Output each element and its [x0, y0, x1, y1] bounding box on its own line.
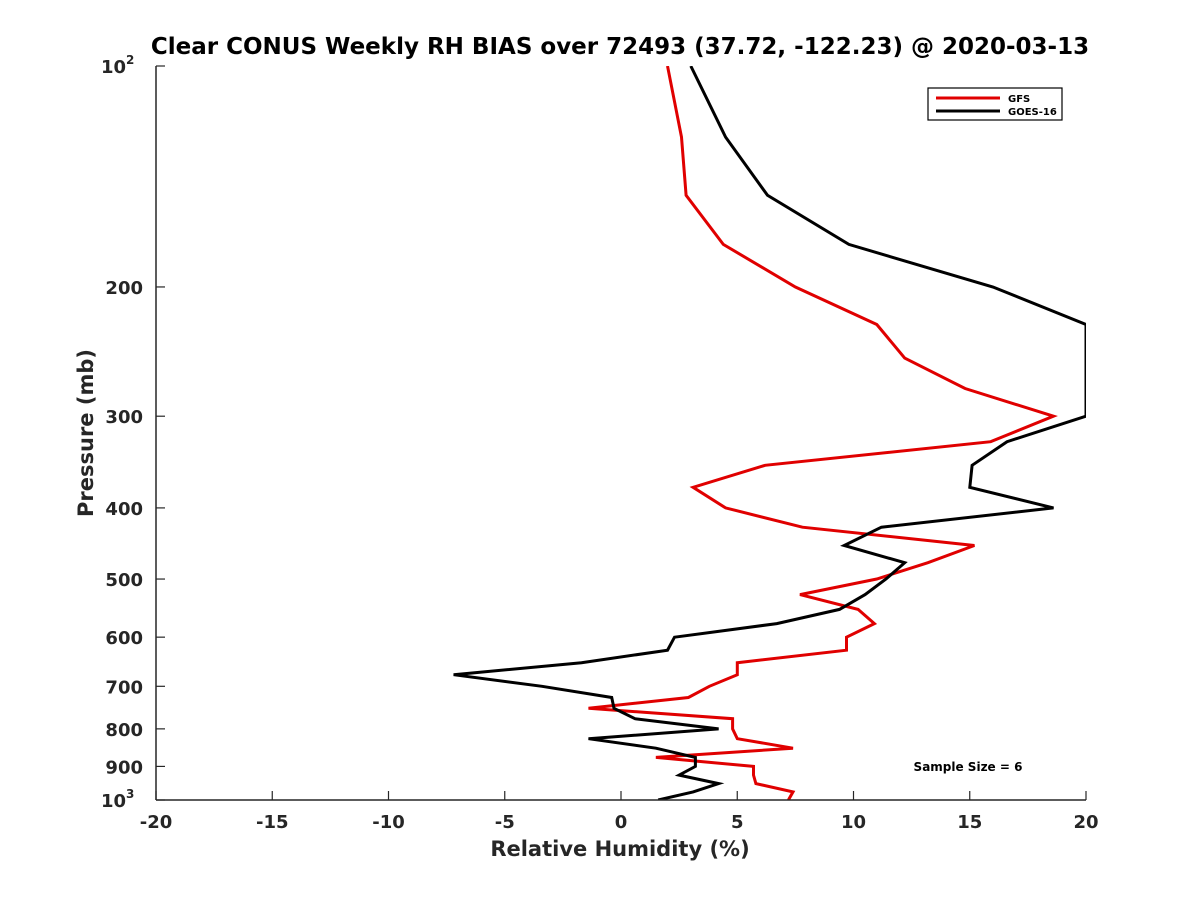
y-tick-label: 10 2	[101, 53, 134, 78]
y-tick-label: 600	[105, 628, 143, 649]
x-tick-label: 0	[615, 812, 628, 833]
x-tick-label: 5	[731, 812, 744, 833]
y-tick-base: 10	[101, 791, 126, 812]
y-axis-label: Pressure (mb)	[74, 349, 98, 517]
series-line-gfs	[588, 66, 1058, 800]
x-tick-label: -20	[140, 812, 173, 833]
plot-area	[156, 66, 1086, 800]
x-tick-label: -5	[495, 812, 515, 833]
y-tick-exponent: 3	[126, 787, 134, 801]
x-tick-label: 20	[1073, 812, 1098, 833]
y-tick-label: 700	[105, 677, 143, 698]
x-tick-label: 10	[841, 812, 866, 833]
y-tick-label: 200	[105, 278, 143, 299]
y-tick-label: 800	[105, 720, 143, 741]
y-tick-label: 300	[105, 407, 143, 428]
y-tick-exponent: 2	[126, 53, 134, 67]
x-tick-label: -15	[256, 812, 289, 833]
x-tick-label: -10	[372, 812, 405, 833]
series-layer	[453, 66, 1086, 800]
legend: GFS GOES-16	[927, 87, 1063, 121]
y-tick-label: 10 3	[101, 787, 134, 812]
y-tick-label: 900	[105, 757, 143, 778]
legend-label-gfs: GFS	[1008, 94, 1030, 105]
y-tick-base: 10	[101, 57, 126, 78]
x-axis-label: Relative Humidity (%)	[490, 837, 749, 861]
plot-background	[156, 66, 1086, 800]
legend-label-goes-16: GOES-16	[1008, 107, 1057, 118]
x-tick-label: 15	[957, 812, 982, 833]
y-tick-label: 400	[105, 499, 143, 520]
y-tick-label: 500	[105, 570, 143, 591]
series-line-goes-16	[453, 66, 1086, 800]
legend-box	[927, 87, 1063, 121]
sample-size-annotation: Sample Size = 6	[914, 760, 1023, 774]
chart-title: Clear CONUS Weekly RH BIAS over 72493 (3…	[151, 34, 1089, 60]
